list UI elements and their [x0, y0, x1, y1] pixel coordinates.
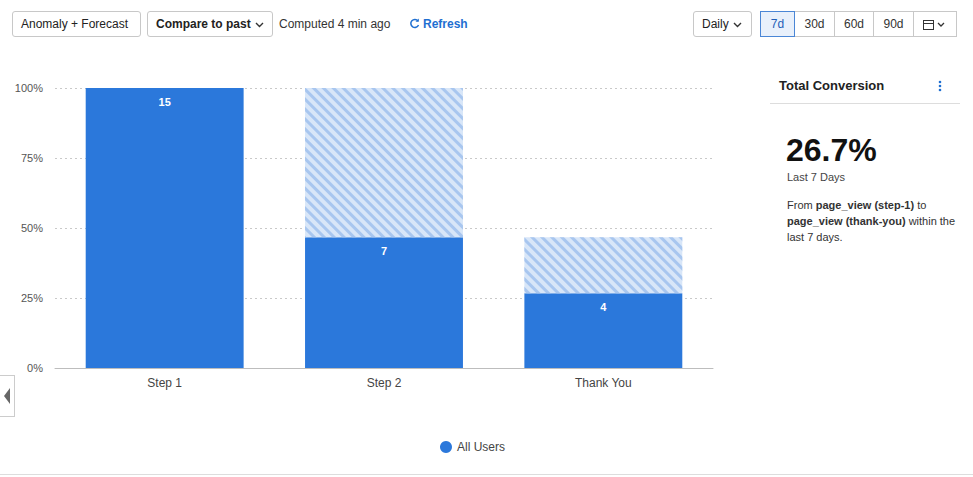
html-text:page_view (thank-you) within t: page_view (thank-you) within the last 7 …: [787, 215, 956, 243]
svg-text:4: 4: [600, 301, 607, 313]
svg-text:50%: 50%: [21, 222, 43, 234]
svg-text:Thank You: Thank You: [575, 376, 632, 390]
html-text:7d: 7d: [770, 17, 785, 31]
svg-text:All Users: All Users: [457, 440, 505, 454]
svg-text:0%: 0%: [27, 362, 43, 374]
html-text:Last 7 Days: Last 7 Days: [787, 171, 846, 183]
html-text:60d: 60d: [844, 17, 864, 31]
html-text:Computed 4 min ago: Computed 4 min ago: [279, 17, 391, 31]
svg-text:Step 1: Step 1: [147, 376, 182, 390]
html-text:From page_view (step-1) to: From page_view (step-1) to: [787, 199, 927, 211]
html-text:Daily: Daily: [702, 17, 729, 31]
svg-text:75%: 75%: [21, 152, 43, 164]
html-text:Refresh: Refresh: [423, 17, 468, 31]
html-text:Anomaly + Forecast: Anomaly + Forecast: [21, 17, 128, 31]
html-text:26.7%: 26.7%: [786, 132, 877, 168]
svg-text:100%: 100%: [15, 82, 43, 94]
svg-text:25%: 25%: [21, 292, 43, 304]
html-text:30d: 30d: [804, 17, 825, 31]
svg-text:15: 15: [159, 96, 171, 108]
svg-text:Step 2: Step 2: [367, 376, 402, 390]
html-text:Total Conversion: Total Conversion: [779, 78, 885, 93]
svg-text:7: 7: [381, 245, 387, 257]
html-text:Compare to past: Compare to past: [156, 17, 251, 31]
html-text:90d: 90d: [883, 17, 904, 31]
